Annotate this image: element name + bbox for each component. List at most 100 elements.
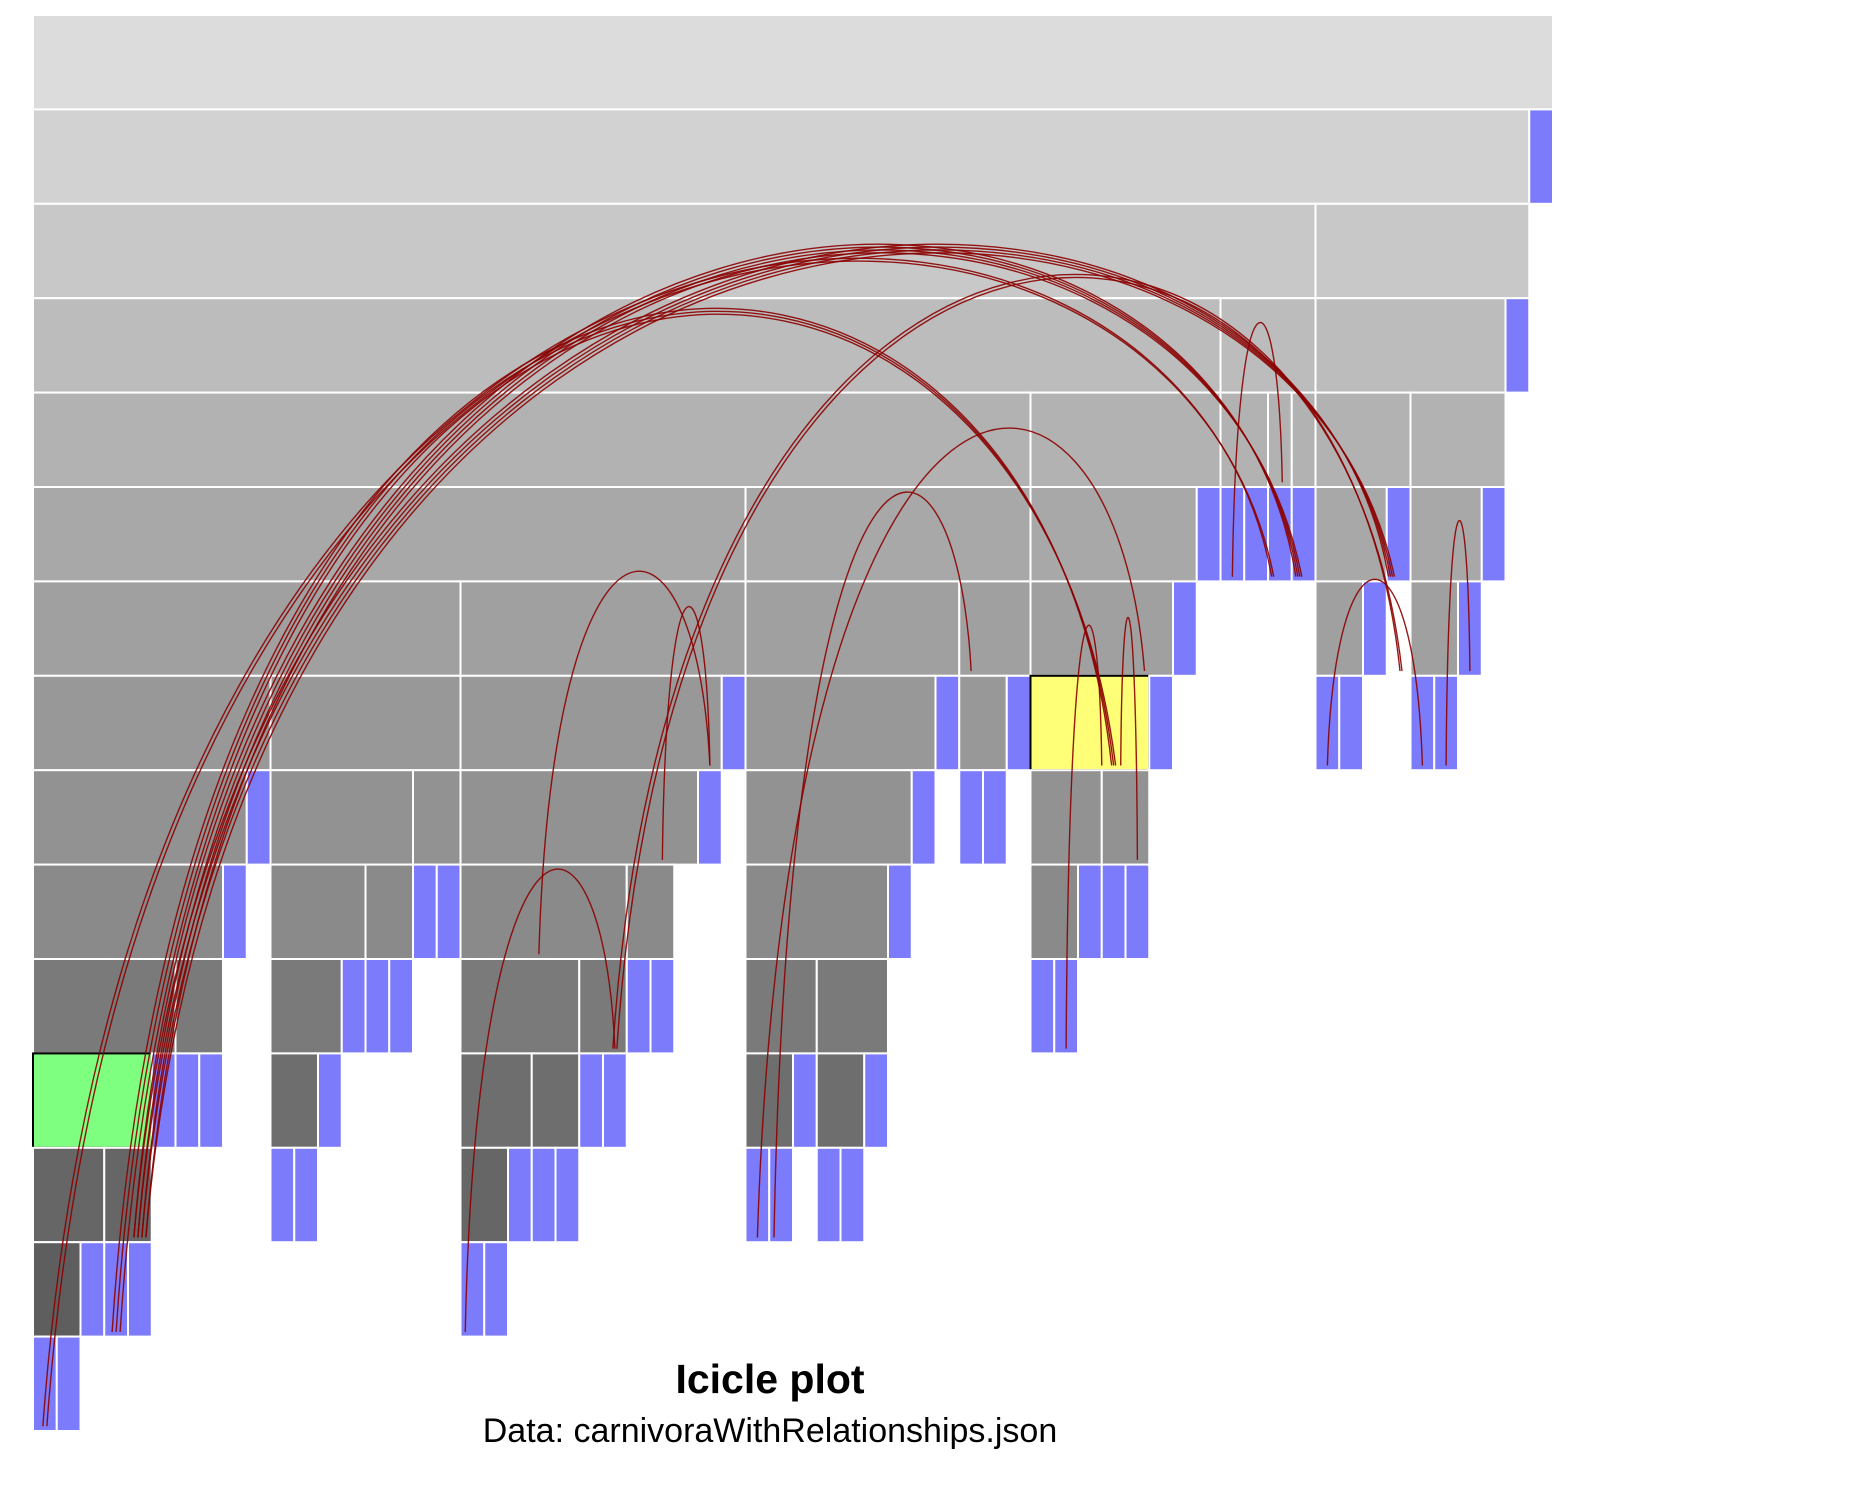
- icicle-node[interactable]: [459, 580, 747, 677]
- icicle-leaf[interactable]: [1195, 486, 1222, 583]
- icicle-leaf[interactable]: [1029, 958, 1056, 1055]
- icicle-leaf[interactable]: [1480, 486, 1507, 583]
- icicle-node[interactable]: [459, 958, 581, 1055]
- icicle-leaf[interactable]: [578, 1052, 604, 1149]
- icicle-node[interactable]: [32, 391, 1032, 489]
- icicle-leaf[interactable]: [55, 1335, 82, 1432]
- icicle-node[interactable]: [744, 1052, 794, 1149]
- icicle-leaf[interactable]: [1528, 108, 1554, 205]
- icicle-node[interactable]: [744, 674, 937, 772]
- icicle-leaf[interactable]: [910, 769, 937, 866]
- icicle-leaf[interactable]: [982, 769, 1008, 866]
- icicle-leaf[interactable]: [174, 1052, 201, 1149]
- icicle-node[interactable]: [32, 14, 1554, 111]
- icicle-node[interactable]: [744, 863, 889, 960]
- icicle-leaf[interactable]: [245, 769, 272, 866]
- icicle-leaf[interactable]: [222, 863, 248, 960]
- icicle-leaf[interactable]: [269, 1146, 296, 1244]
- icicle-node[interactable]: [412, 769, 462, 866]
- icicle-node[interactable]: [1029, 769, 1103, 866]
- icicle-node[interactable]: [1267, 391, 1293, 489]
- icicle-node[interactable]: [1100, 769, 1151, 866]
- icicle-leaf[interactable]: [530, 1146, 557, 1244]
- icicle-node[interactable]: [530, 1052, 581, 1149]
- icicle-leaf[interactable]: [293, 1146, 319, 1244]
- icicle-node[interactable]: [269, 674, 462, 772]
- icicle-node[interactable]: [459, 674, 723, 772]
- icicle-node[interactable]: [1314, 202, 1531, 300]
- icicle-node[interactable]: [459, 1052, 533, 1149]
- icicle-node[interactable]: [269, 769, 414, 866]
- icicle-node[interactable]: [459, 1146, 509, 1244]
- icicle-leaf[interactable]: [340, 958, 367, 1055]
- icicle-leaf[interactable]: [697, 769, 723, 866]
- icicle-leaf[interactable]: [887, 863, 913, 960]
- icicle-leaf[interactable]: [1100, 863, 1127, 960]
- icicle-leaf[interactable]: [958, 769, 984, 866]
- icicle-node[interactable]: [1314, 486, 1388, 583]
- icicle-node[interactable]: [1029, 486, 1198, 583]
- icicle-node[interactable]: [459, 863, 628, 960]
- icicle-leaf[interactable]: [839, 1146, 866, 1244]
- icicle-leaf[interactable]: [602, 1052, 628, 1149]
- icicle-leaf[interactable]: [1290, 486, 1317, 583]
- icicle-leaf[interactable]: [720, 674, 747, 772]
- icicle-leaf[interactable]: [1362, 580, 1388, 677]
- icicle-leaf[interactable]: [198, 1052, 224, 1149]
- icicle-node[interactable]: [1029, 863, 1079, 960]
- icicle-node[interactable]: [269, 1052, 319, 1149]
- icicle-node[interactable]: [625, 863, 676, 960]
- icicle-leaf[interactable]: [1243, 486, 1269, 583]
- icicle-node[interactable]: [815, 958, 889, 1055]
- icicle-node[interactable]: [32, 958, 177, 1055]
- icicle-node[interactable]: [958, 674, 1008, 772]
- icicle-leaf[interactable]: [863, 1052, 889, 1149]
- icicle-node[interactable]: [32, 297, 1222, 394]
- icicle-leaf[interactable]: [127, 1241, 153, 1338]
- icicle-leaf[interactable]: [934, 674, 961, 772]
- icicle-leaf[interactable]: [1172, 580, 1198, 677]
- icicle-node[interactable]: [32, 580, 462, 677]
- icicle-leaf[interactable]: [554, 1146, 581, 1244]
- icicle-leaf[interactable]: [364, 958, 391, 1055]
- icicle-node[interactable]: [32, 202, 1317, 300]
- icicle-leaf[interactable]: [459, 1241, 486, 1338]
- icicle-leaf[interactable]: [435, 863, 462, 960]
- icicle-node[interactable]: [1314, 297, 1507, 394]
- icicle-node[interactable]: [174, 958, 224, 1055]
- icicle-node[interactable]: [364, 863, 414, 960]
- icicle-leaf[interactable]: [768, 1146, 794, 1244]
- icicle-node[interactable]: [744, 580, 961, 677]
- icicle-leaf[interactable]: [649, 958, 676, 1055]
- icicle-node[interactable]: [1409, 486, 1483, 583]
- icicle-leaf[interactable]: [483, 1241, 509, 1338]
- icicle-node[interactable]: [1219, 297, 1317, 394]
- icicle-leaf[interactable]: [388, 958, 414, 1055]
- icicle-leaf[interactable]: [507, 1146, 533, 1244]
- icicle-leaf[interactable]: [317, 1052, 343, 1149]
- icicle-node[interactable]: [1029, 391, 1222, 489]
- icicle-leaf[interactable]: [1077, 863, 1103, 960]
- icicle-node[interactable]: [1219, 391, 1269, 489]
- icicle-leaf[interactable]: [1124, 863, 1151, 960]
- icicle-node[interactable]: [459, 769, 699, 866]
- icicle-node[interactable]: [269, 863, 367, 960]
- icicle-node[interactable]: [815, 1052, 866, 1149]
- icicle-node[interactable]: [1314, 391, 1412, 489]
- icicle-leaf[interactable]: [79, 1241, 106, 1338]
- icicle-node[interactable]: [1409, 391, 1507, 489]
- icicle-node[interactable]: [1409, 580, 1459, 677]
- icicle-leaf[interactable]: [412, 863, 438, 960]
- icicle-node[interactable]: [744, 769, 913, 866]
- icicle-leaf[interactable]: [1504, 297, 1531, 394]
- icicle-leaf[interactable]: [792, 1052, 818, 1149]
- icicle-node[interactable]: [32, 108, 1531, 205]
- icicle-leaf[interactable]: [1338, 674, 1364, 772]
- icicle-leaf[interactable]: [1005, 674, 1032, 772]
- icicle-node[interactable]: [32, 674, 272, 772]
- icicle-leaf[interactable]: [1148, 674, 1174, 772]
- icicle-node-target[interactable]: [1029, 674, 1151, 772]
- icicle-leaf[interactable]: [625, 958, 652, 1055]
- icicle-leaf[interactable]: [815, 1146, 842, 1244]
- icicle-node[interactable]: [1029, 580, 1174, 677]
